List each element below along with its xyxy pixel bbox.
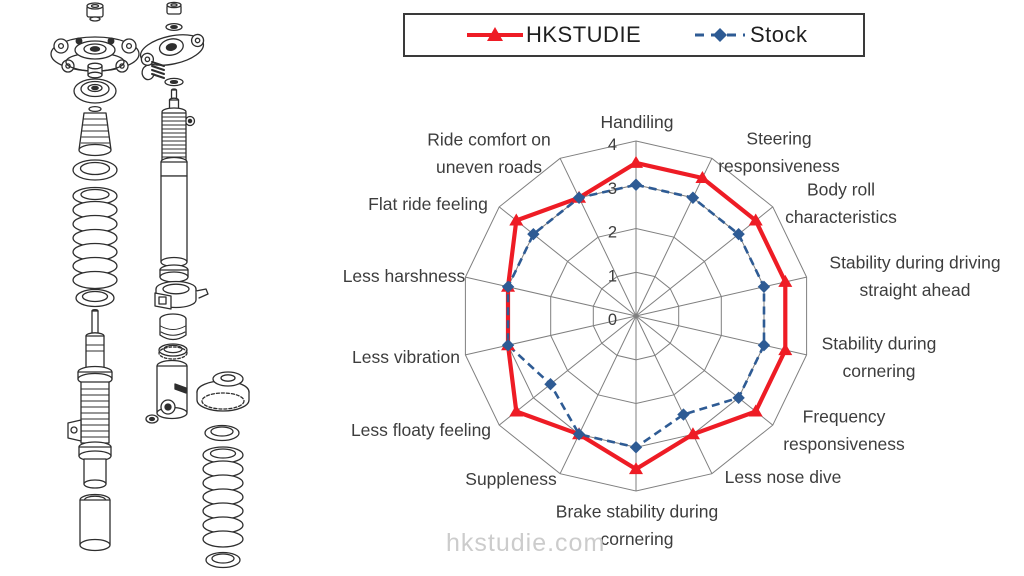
marker-diamond [757, 280, 771, 293]
tick-label: 0 [608, 311, 617, 329]
watermark: hkstudie.com [446, 529, 606, 557]
spring-seat-ring-left [72, 159, 118, 181]
series-line-hkstudie [505, 160, 788, 472]
marker-diamond [629, 178, 643, 191]
lock-ring-right [159, 264, 189, 283]
front-strut-left [67, 309, 113, 489]
main-spring-left [72, 186, 118, 290]
axis-label: responsiveness [718, 156, 840, 176]
marker-diamond [677, 408, 690, 421]
axis-label: straight ahead [860, 280, 971, 300]
coilover-exploded-diagram [0, 0, 360, 576]
marker-triangle [629, 155, 643, 168]
bottom-ring-third [205, 551, 241, 569]
marker-triangle [509, 404, 524, 417]
flat-ring-third [204, 424, 240, 442]
marker-diamond [527, 227, 540, 241]
marker-triangle [748, 404, 763, 417]
lower-bracket-right [154, 280, 209, 310]
shell-case-right [156, 359, 188, 420]
axis-label: Stability during [822, 333, 937, 353]
small-washers-right [145, 414, 159, 424]
marker-triangle [685, 427, 700, 440]
axis-label: Stability during driving [829, 252, 1000, 272]
marker-diamond [732, 227, 745, 241]
top-nut-left [86, 2, 104, 22]
legend-label-hkstudie: HKSTUDIE [526, 22, 642, 47]
washer-right-lower [164, 77, 184, 87]
coilover-exploded-diagram-svg [50, 1, 250, 569]
axis-spoke [465, 276, 637, 317]
marker-diamond [572, 428, 586, 441]
axis-label: Less harshness [343, 266, 466, 286]
marker-triangle [629, 462, 643, 475]
axis-spoke [465, 315, 637, 356]
spring-third [202, 446, 244, 548]
chart-legend: HKSTUDIE Stock [403, 13, 865, 57]
axis-label: Less floaty feeling [351, 420, 491, 440]
top-mount-right [139, 33, 205, 81]
marker-diamond [501, 339, 515, 352]
marker-diamond [686, 191, 700, 204]
axis-label: Steering [746, 128, 811, 148]
stock-legend-marker [695, 28, 745, 42]
marker-triangle [695, 171, 710, 184]
washer-right-upper [165, 22, 183, 32]
marker-diamond [572, 191, 586, 204]
rear-shock-right [160, 88, 196, 268]
tick-label: 3 [608, 180, 617, 198]
tick-label: 4 [608, 136, 617, 154]
axis-spoke [635, 315, 774, 426]
axis-label: Suppleness [465, 469, 557, 489]
marker-diamond [501, 280, 515, 293]
axis-label: Handiling [601, 112, 674, 132]
axis-label: Less nose dive [725, 467, 842, 487]
axis-label: uneven roads [436, 157, 542, 177]
axis-spoke [559, 315, 637, 474]
axis-label: Body roll [807, 179, 875, 199]
marker-triangle [509, 213, 524, 226]
marker-triangle [748, 213, 763, 226]
lower-ring-left [75, 288, 115, 308]
top-nut-right [166, 1, 182, 15]
axis-label: Frequency [803, 406, 886, 426]
axis-label: characteristics [785, 207, 897, 227]
axis-spoke [635, 315, 713, 474]
axis-spoke [635, 276, 807, 317]
legend-label-stock: Stock [750, 22, 808, 47]
axis-label: Ride comfort on [427, 129, 551, 149]
axis-label: cornering [601, 529, 674, 549]
axis-spoke [635, 315, 807, 356]
marker-diamond [544, 377, 557, 391]
bushing-left [87, 62, 103, 79]
axis-label: cornering [843, 361, 916, 381]
axis-spoke [559, 158, 637, 317]
bump-stop-right [159, 313, 187, 341]
axis-label: responsiveness [783, 434, 905, 454]
axis-spoke [498, 315, 637, 426]
axis-spoke [635, 158, 713, 317]
axis-label: Less vibration [352, 347, 460, 367]
top-mount-left [50, 36, 140, 73]
marker-triangle [778, 343, 793, 356]
marker-diamond [629, 441, 643, 454]
tick-label: 1 [608, 267, 617, 285]
marker-triangle [778, 274, 793, 287]
axis-label: Flat ride feeling [368, 194, 488, 214]
serrated-ring-right [158, 343, 188, 360]
hkstudie-legend-marker [467, 27, 523, 41]
dust-boot-left [78, 105, 112, 157]
upper-spring-seat-left [73, 78, 117, 104]
axis-label: Brake stability during [556, 501, 718, 521]
bottom-cup-left [79, 493, 111, 552]
marker-diamond [732, 391, 745, 405]
upper-mount-assembly-third [196, 371, 250, 412]
tick-label: 2 [608, 224, 617, 242]
marker-diamond [757, 339, 771, 352]
